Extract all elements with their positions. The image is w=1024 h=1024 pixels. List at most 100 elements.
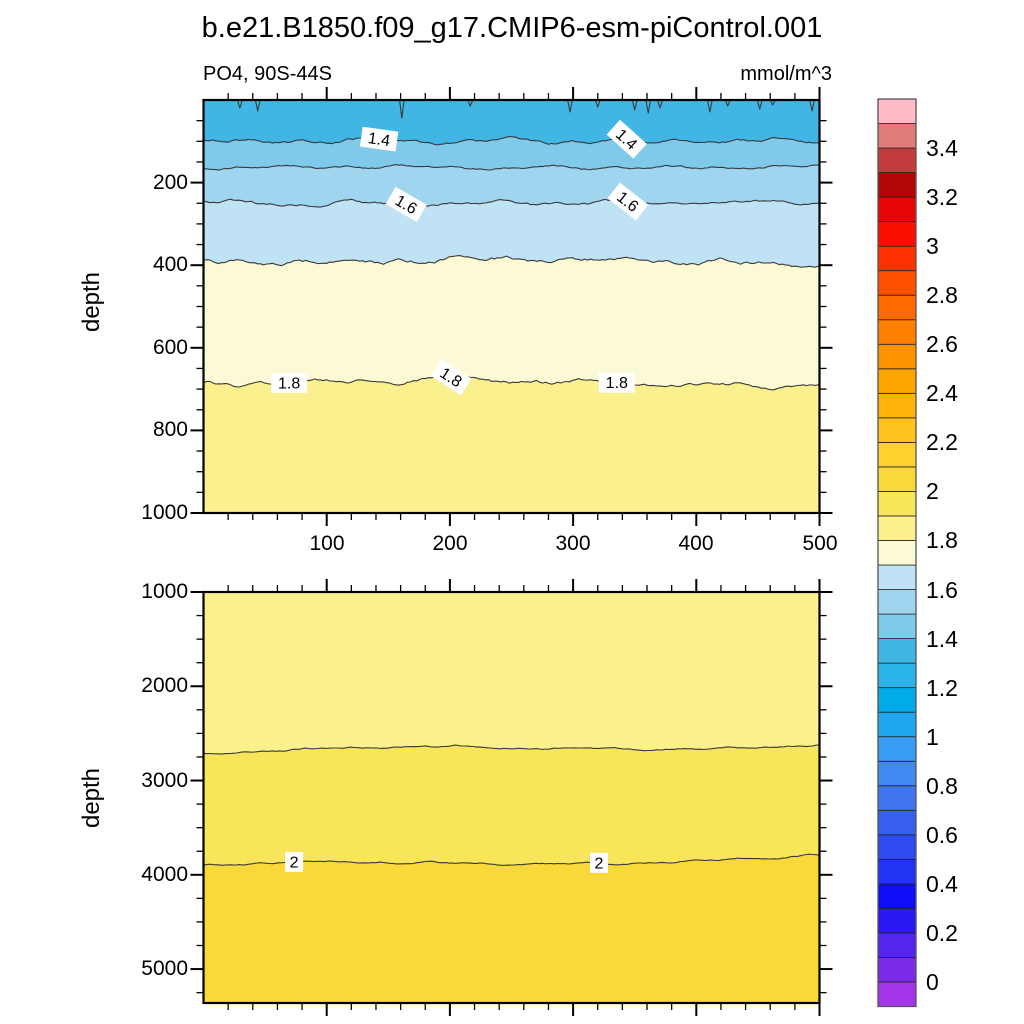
surface-contour-spike: [237, 100, 243, 109]
upper-y-axis-label: depth: [78, 271, 105, 333]
colorbar-box: [877, 687, 917, 713]
colorbar-tick-label: 1.2: [926, 675, 958, 701]
colorbar-box: [877, 785, 917, 811]
y-tick-label: 200: [152, 171, 188, 194]
contour-label: 1.8: [598, 372, 635, 393]
colorbar-box: [877, 172, 917, 198]
contour-line-1.9: [203, 743, 820, 755]
colorbar-tick-label: 1.8: [926, 527, 958, 553]
colorbar-box: [877, 613, 917, 640]
colorbar-box: [877, 907, 917, 934]
colorbar-box: [877, 932, 917, 958]
contour-line-1.7: [203, 255, 820, 268]
colorbar-tick-label: 3: [926, 233, 939, 259]
svg-text:1.4: 1.4: [367, 130, 391, 150]
y-tick-label: 4000: [141, 863, 188, 886]
surface-contour-spike: [254, 100, 261, 112]
colorbar-tick-label: 0.6: [926, 822, 958, 848]
colorbar-box: [877, 589, 917, 615]
colorbar-tick-label: 0.2: [926, 920, 958, 946]
colorbar-tick-label: 2: [926, 478, 939, 504]
colorbar-box: [877, 760, 917, 787]
y-tick-label: 1000: [141, 580, 188, 603]
y-tick-label: 400: [152, 253, 188, 276]
svg-text:2: 2: [595, 855, 604, 872]
colorbar-tick-label: 1.6: [926, 577, 958, 603]
colorbar-tick-label: 0.8: [926, 773, 958, 799]
x-tick-label: 400: [678, 532, 714, 555]
upper-panel: 1.8 1.8 1.81.6 1.61.4 1.4: [190, 87, 833, 526]
units-subtitle: mmol/m^3: [740, 63, 832, 85]
colorbar-box: [877, 245, 917, 272]
colorbar-box: [877, 981, 917, 1007]
svg-text:1.8: 1.8: [278, 375, 300, 392]
surface-contour-spike: [399, 100, 405, 119]
x-tick-label: 100: [309, 532, 345, 555]
colorbar-tick-label: 2.6: [926, 331, 958, 357]
colorbar-box: [877, 270, 917, 296]
colorbar-tick-label: 1.4: [926, 626, 958, 652]
surface-contour-spike: [657, 100, 663, 109]
contour-line-2: [203, 853, 820, 867]
lower-y-axis-label: depth: [78, 767, 105, 829]
variable-subtitle: PO4, 90S-44S: [203, 63, 332, 85]
surface-contour-spike: [645, 100, 651, 114]
colorbar-tick-label: 3.4: [926, 135, 958, 161]
colorbar-tick-label: 2.8: [926, 282, 958, 308]
colorbar-box: [877, 662, 917, 689]
x-tick-label: 200: [432, 532, 468, 555]
colorbar-box: [877, 515, 917, 541]
contour-label: 2: [590, 852, 608, 873]
contour-line-1.5: [203, 164, 820, 171]
colorbar-box: [877, 392, 917, 419]
colorbar-tick-label: 0.4: [926, 871, 958, 897]
colorbar-tick-label: 3.2: [926, 184, 958, 210]
surface-contour-spike: [757, 100, 763, 110]
colorbar-box: [877, 638, 917, 664]
colorbar-box: [877, 809, 917, 836]
x-tick-label: 500: [802, 532, 838, 555]
plot-title: b.e21.B1850.f09_g17.CMIP6-esm-piControl.…: [201, 12, 823, 44]
colorbar-box: [877, 123, 917, 149]
contour-label: 1.4: [359, 126, 399, 152]
colorbar-tick-label: 1: [926, 724, 939, 750]
lower-panel-frame: [202, 590, 821, 1005]
colorbar-box: [877, 319, 917, 345]
y-tick-label: 1000: [141, 501, 188, 524]
colorbar-box: [877, 196, 917, 223]
surface-contour-spike: [809, 100, 815, 112]
colorbar-tick-label: 0: [926, 969, 939, 995]
surface-contour-spike: [725, 100, 731, 107]
contour-line-1.6: [203, 198, 820, 208]
colorbar-frame: [877, 98, 917, 1008]
surface-contour-spike: [631, 100, 638, 111]
upper-panel-ticks: [190, 87, 833, 526]
lower-panel-ticks: [190, 579, 833, 1016]
contour-label: 2: [285, 851, 304, 872]
colorbar-box: [877, 368, 917, 394]
y-tick-label: 800: [152, 418, 188, 441]
surface-contour-spike: [467, 100, 473, 107]
y-tick-label: 2000: [141, 674, 188, 697]
colorbar-box: [877, 540, 917, 566]
colorbar-box: [877, 343, 917, 370]
contour-line-1.4: [203, 135, 820, 146]
colorbar-box: [877, 957, 917, 983]
colorbar-box: [877, 294, 917, 321]
colorbar-box: [877, 711, 917, 738]
colorbar-box: [877, 441, 917, 468]
surface-contour-spike: [595, 100, 601, 108]
colorbar: [877, 98, 917, 1008]
colorbar-box: [877, 221, 917, 247]
contour-label: 1.8: [271, 372, 308, 393]
surface-contour-spike: [567, 100, 573, 113]
colorbar-box: [877, 466, 917, 492]
y-tick-label: 600: [152, 336, 188, 359]
colorbar-box: [877, 491, 917, 517]
x-tick-label: 300: [555, 532, 591, 555]
colorbar-tick-label: 2.2: [926, 429, 958, 455]
colorbar-box: [877, 417, 917, 443]
